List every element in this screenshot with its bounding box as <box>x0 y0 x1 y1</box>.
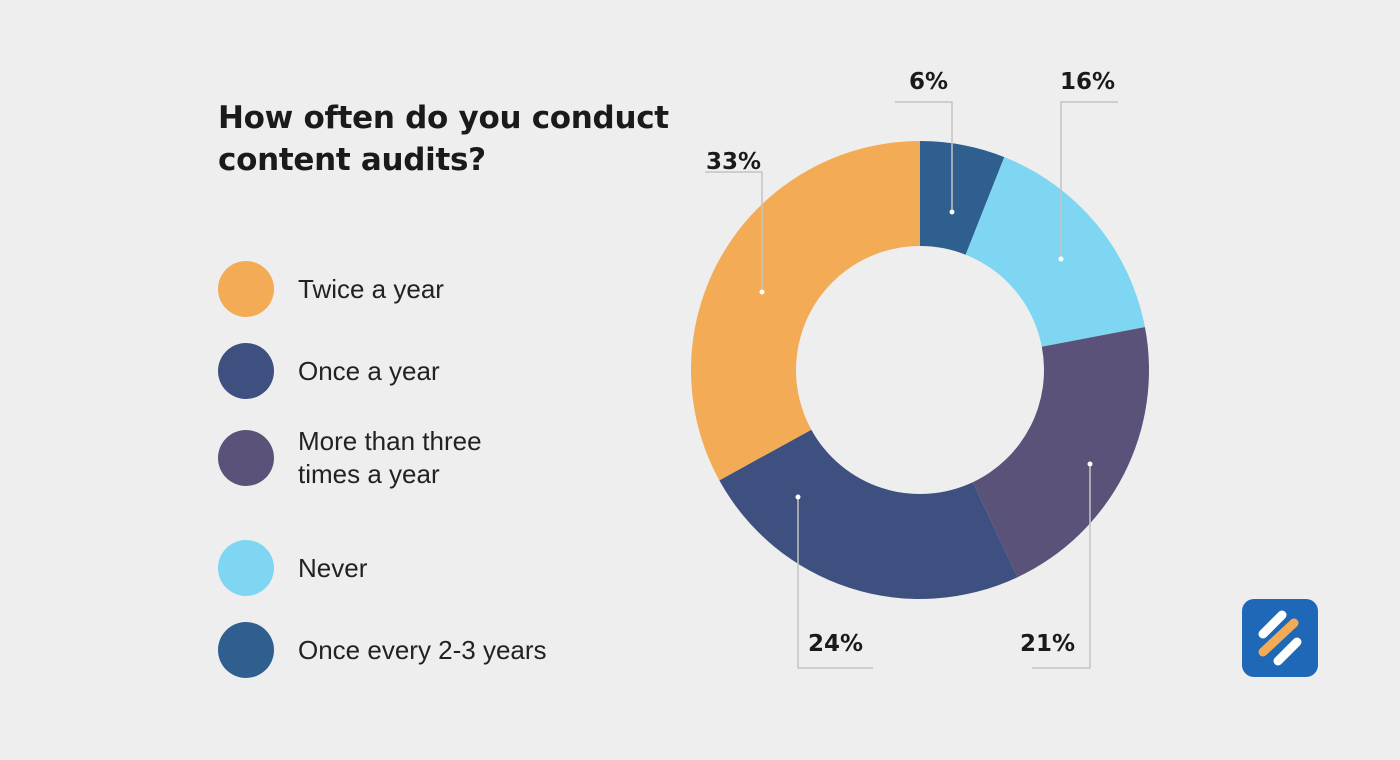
legend-label: Twice a year <box>298 273 444 304</box>
legend-swatch <box>218 540 274 596</box>
legend-item-twice-a-year: Twice a year <box>218 261 598 317</box>
data-label-more-than-three-times-a-year: 21% <box>1020 631 1075 657</box>
legend-item-once-every-2-3-years: Once every 2-3 years <box>218 622 598 678</box>
brand-logo <box>1242 599 1318 677</box>
slice-twice-a-year <box>690 141 920 481</box>
leader-dot <box>759 289 765 295</box>
legend-label: More than three times a year <box>298 426 482 489</box>
data-label-once-every-2-3-years: 6% <box>909 69 948 95</box>
leader-dot <box>1087 461 1093 467</box>
brand-slash-icon <box>1258 610 1302 666</box>
leader-line <box>895 101 953 212</box>
data-label-twice-a-year: 33% <box>706 149 761 175</box>
legend-item-once-a-year: Once a year <box>218 343 598 399</box>
slice-once-a-year <box>719 429 1018 599</box>
legend-label: Once a year <box>298 355 440 386</box>
legend-swatch <box>218 343 274 399</box>
leader-line <box>1060 101 1118 259</box>
slice-never <box>965 157 1145 347</box>
slice-once-every-2-3-years <box>920 141 1005 255</box>
leader-dot <box>949 209 955 215</box>
legend-swatch <box>218 622 274 678</box>
chart-title: How often do you conduct content audits? <box>218 100 669 178</box>
legend: Twice a year Once a year More than three… <box>218 0 638 760</box>
legend-item-more-than-three-times: More than three times a year <box>218 425 528 491</box>
leader-line <box>1032 464 1091 669</box>
leader-line <box>797 497 873 669</box>
legend-label: Never <box>298 552 368 583</box>
legend-swatch <box>218 430 274 486</box>
leader-dot <box>795 494 801 500</box>
legend-swatch <box>218 261 274 317</box>
data-label-never: 16% <box>1060 69 1115 95</box>
leader-dot <box>1058 256 1064 262</box>
slice-more-than-three-times-a-year <box>972 327 1149 578</box>
legend-item-never: Never <box>218 540 598 596</box>
legend-label: Once every 2-3 years <box>298 634 547 665</box>
leader-line <box>705 171 763 292</box>
data-label-once-a-year: 24% <box>808 631 863 657</box>
